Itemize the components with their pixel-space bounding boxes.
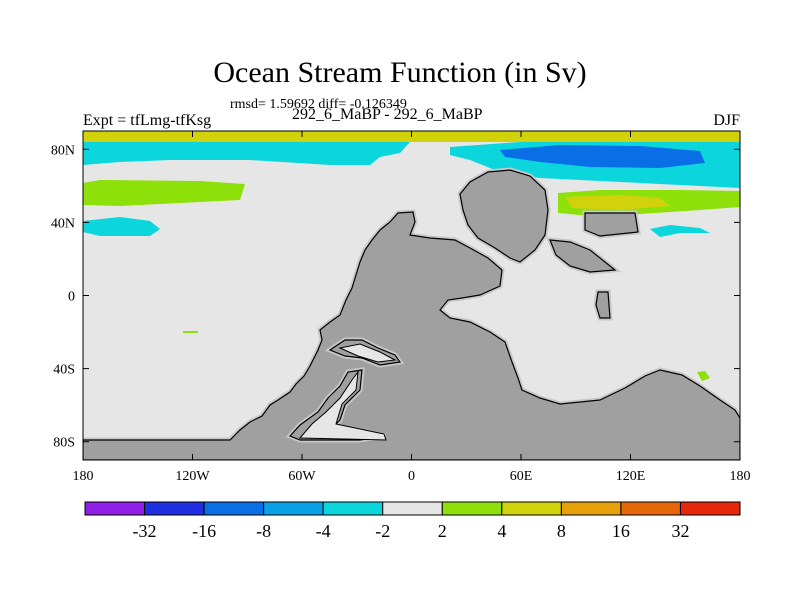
x-tick-label: 0 (408, 469, 415, 484)
land-indonesia-bar (582, 210, 641, 239)
colorbar-swatch (620, 501, 681, 516)
colorbar-swatch (441, 501, 503, 516)
colorbar: -32 -16 -8 -4 -2 2 4 8 16 32 (84, 501, 741, 541)
colorbar-swatch (560, 501, 622, 516)
colorbar-label: 32 (671, 521, 689, 541)
land-americas (83, 209, 740, 460)
colorbar-label: -2 (375, 521, 390, 541)
north-east-yellow-core (565, 195, 670, 210)
arctic-east-deep-blue (500, 145, 705, 168)
colorbar-swatch (263, 501, 324, 516)
x-tick-label: 120W (175, 469, 210, 484)
chart-title: Ocean Stream Function (in Sv) (213, 56, 587, 89)
colorbar-swatch (144, 501, 205, 516)
colorbar-label: 16 (612, 521, 630, 541)
colorbar-swatch (203, 501, 265, 516)
y-tick-label: 40S (53, 363, 75, 378)
y-tick-label: 80S (53, 436, 75, 451)
y-tick-label: 80N (51, 143, 75, 158)
colorbar-swatch (501, 501, 562, 516)
y-tick-label: 40N (51, 216, 75, 231)
colorbar-label: 8 (557, 521, 566, 541)
season-label: DJF (713, 112, 740, 129)
south-pacific-green-sliver (183, 331, 198, 333)
colorbar-swatch (382, 501, 443, 516)
colorbar-label: 2 (438, 521, 447, 541)
colorbar-swatch (679, 501, 741, 516)
land-layer (83, 167, 740, 460)
rmsd-subtitle: rmsd= 1.59692 diff= -0.126349 (230, 97, 407, 112)
x-tick-label: 180 (730, 469, 751, 484)
north-pacific-green-band (83, 180, 245, 206)
south-east-green-patch (697, 371, 710, 381)
x-tick-label: 180 (73, 469, 94, 484)
y-tick-label: 0 (68, 290, 75, 305)
north-east-cyan-patch (650, 225, 710, 237)
land-eurasia-block (457, 167, 551, 265)
inland-sea-north (338, 343, 397, 363)
x-tick-label: 60E (510, 469, 533, 484)
x-tick-label: 60W (288, 469, 316, 484)
colorbar-swatch (322, 501, 384, 516)
colorbar-label: -4 (316, 521, 331, 541)
colorbar-label: -16 (192, 521, 216, 541)
colorbar-swatch (84, 501, 146, 516)
experiment-label: Expt = tfLmg-tfKsg (83, 112, 212, 129)
inland-sea (298, 370, 387, 441)
north-pacific-cyan-band (83, 217, 160, 236)
period-label: 292_6_MaBP - 292_6_MaBP (292, 106, 483, 123)
x-tick-label: 120E (616, 469, 646, 484)
colorbar-label: -32 (133, 521, 157, 541)
colorbar-label: 4 (497, 521, 506, 541)
land-small-island (593, 289, 613, 321)
colorbar-label: -8 (256, 521, 271, 541)
land-mideast (546, 237, 622, 275)
axis-layer: 180 120W 60W 0 60E 120E 180 80N 40N 0 40S 80S (51, 131, 751, 484)
